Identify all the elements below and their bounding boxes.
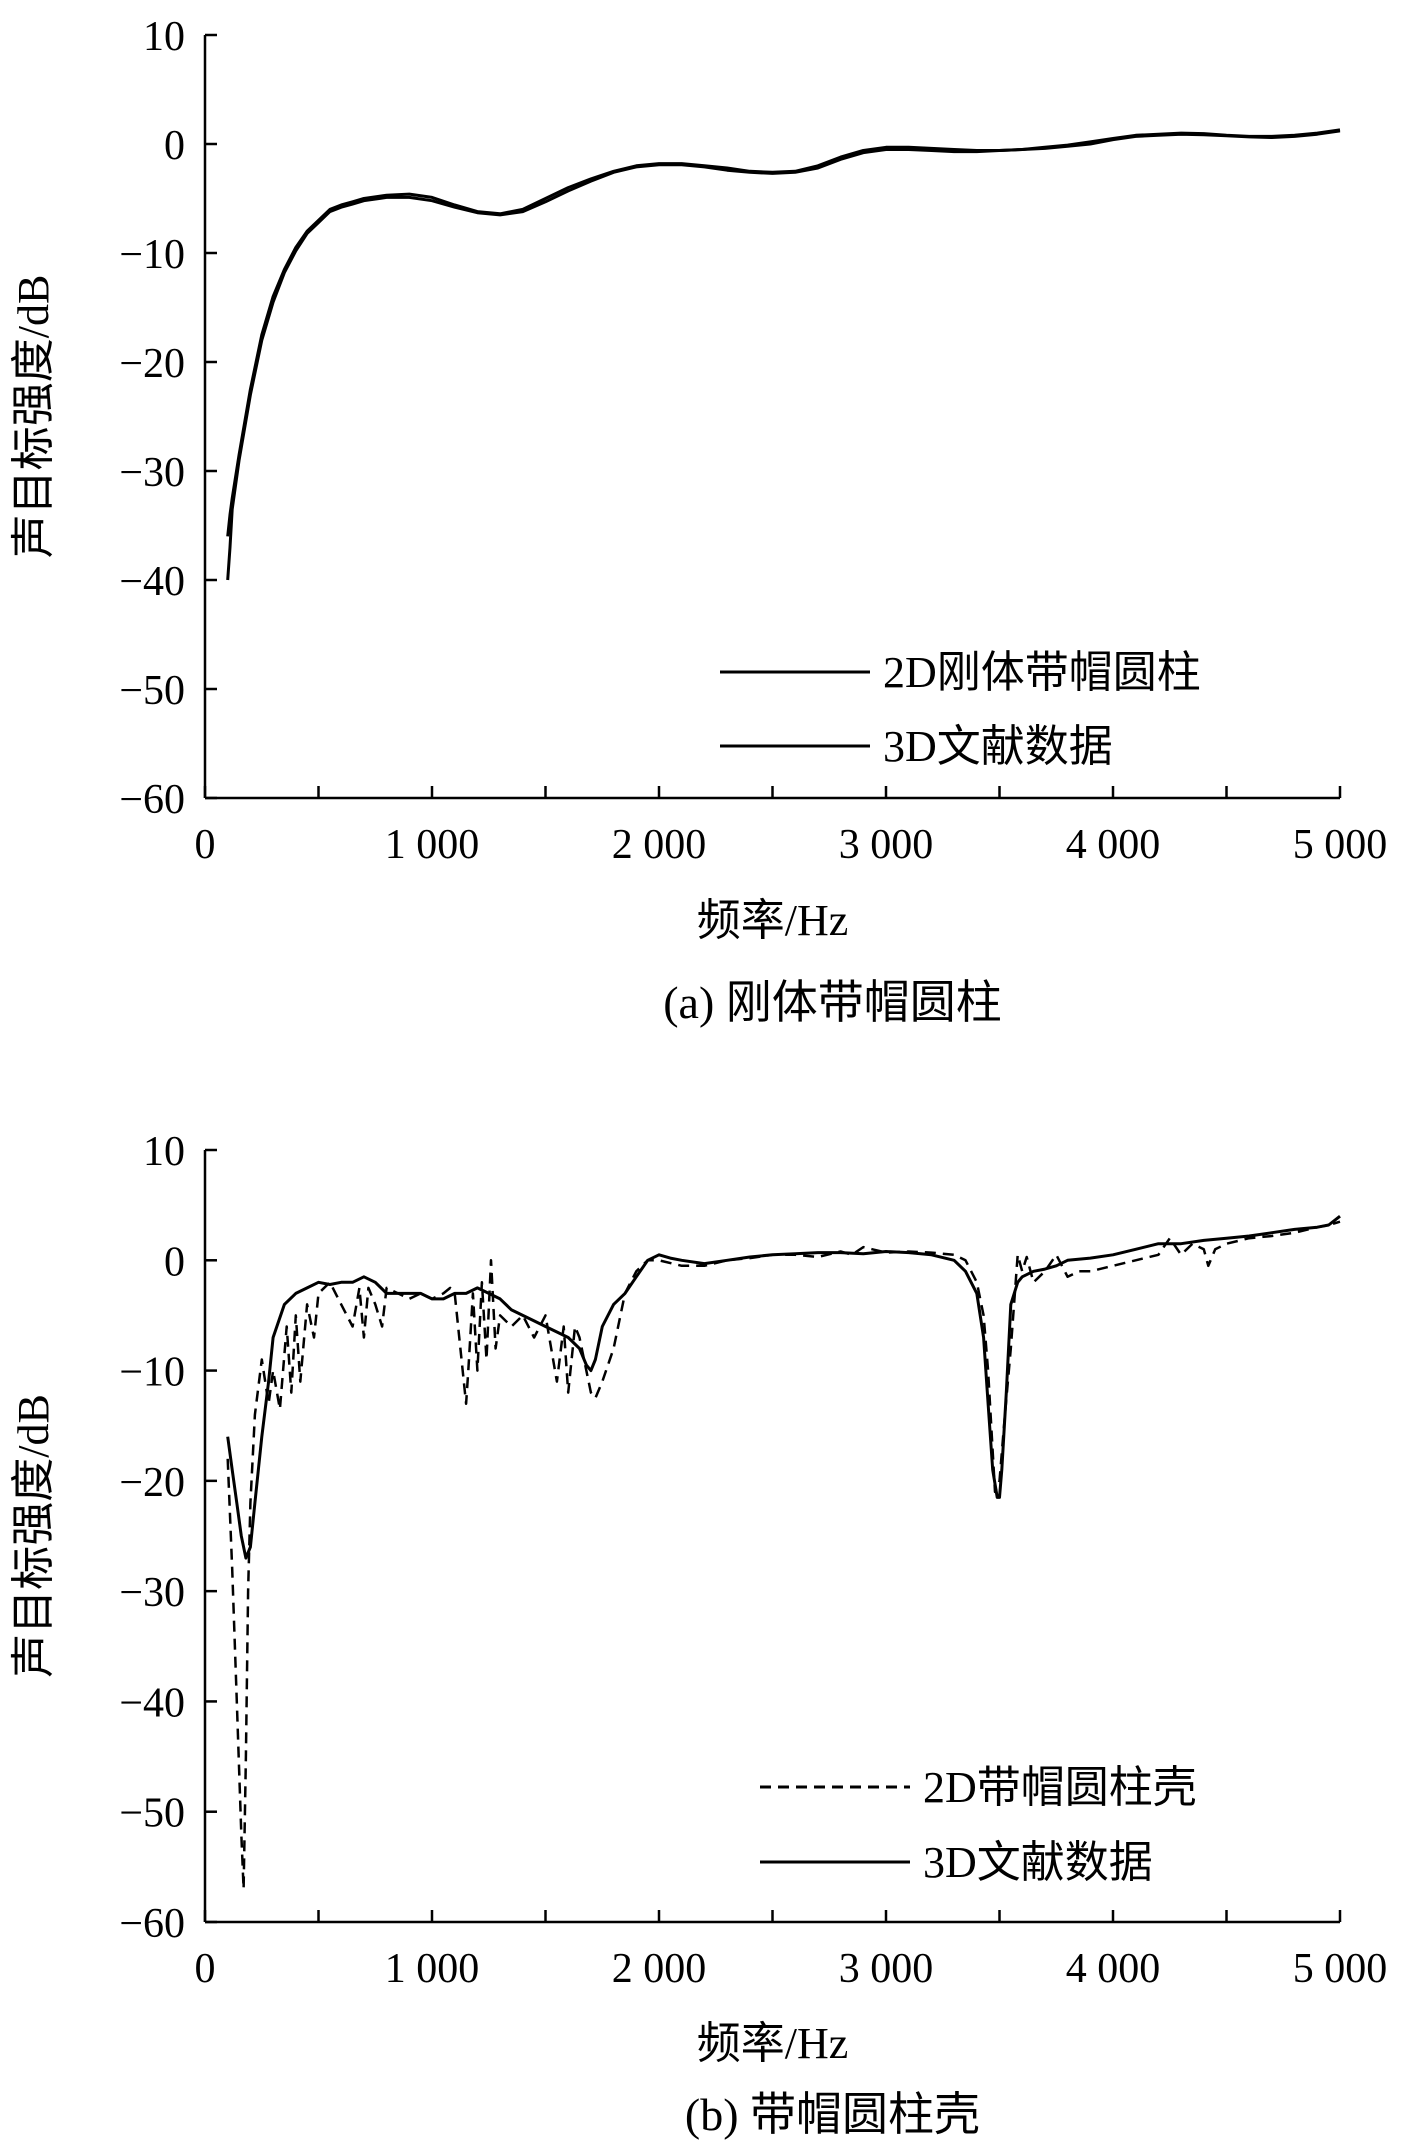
legend-label-1: 2D带帽圆柱壳 [923, 1763, 1197, 1812]
y-tick-label: −20 [119, 1460, 185, 1506]
y-tick-label: −50 [119, 1791, 185, 1837]
chart-panel-a: 100−10−20−30−40−50−600 1 000 2 000 3 000 4 0… [9, 14, 1387, 1028]
x-tick-label: 2 000 [612, 1946, 707, 1992]
series-line-1 [226, 129, 1341, 537]
y-tick-label: −40 [119, 559, 185, 605]
y-tick-label: 10 [143, 14, 185, 60]
y-tick-label: 10 [143, 1129, 185, 1175]
y-tick-label: −30 [119, 1570, 185, 1616]
y-tick-label: −10 [119, 1350, 185, 1396]
y-axis-label: 声目标强度/dB [9, 1394, 58, 1678]
x-tick-label: 5 000 [1293, 1946, 1388, 1992]
series-line-2 [226, 128, 1341, 581]
x-tick-label: 0 [195, 1946, 216, 1992]
y-tick-label: −50 [119, 668, 185, 714]
y-axis-label: 声目标强度/dB [9, 275, 58, 559]
y-tick-label: −60 [119, 1901, 185, 1947]
x-tick-label: 4 000 [1066, 1946, 1161, 1992]
y-tick-label: −60 [119, 777, 185, 823]
y-tick-label: 0 [164, 1239, 185, 1285]
x-axis-label: 频率/Hz [697, 896, 849, 945]
y-tick-label: −30 [119, 450, 185, 496]
legend-label-1: 2D刚体带帽圆柱 [883, 648, 1201, 697]
legend-label-2: 3D文献数据 [923, 1838, 1153, 1887]
x-tick-label: 0 [195, 822, 216, 868]
series-line-2 [226, 1215, 1341, 1560]
chart-panel-b: 100−10−20−30−40−50−600 1 000 2 000 3 000 4 0… [9, 1129, 1387, 2140]
x-tick-label: 3 000 [839, 822, 934, 868]
x-tick-label: 1 000 [385, 822, 480, 868]
x-tick-label: 4 000 [1066, 822, 1161, 868]
series-line-1 [226, 1220, 1341, 1891]
y-tick-label: −40 [119, 1680, 185, 1726]
chart-caption: (a) 刚体带帽圆柱 [663, 977, 1002, 1028]
y-tick-label: 0 [164, 123, 185, 169]
x-axis-label: 频率/Hz [697, 2019, 849, 2068]
legend-label-2: 3D文献数据 [883, 722, 1113, 771]
x-tick-label: 5 000 [1293, 822, 1388, 868]
chart-caption: (b) 带帽圆柱壳 [685, 2089, 980, 2140]
y-tick-label: −20 [119, 341, 185, 387]
x-tick-label: 3 000 [839, 1946, 934, 1992]
x-tick-label: 2 000 [612, 822, 707, 868]
x-tick-label: 1 000 [385, 1946, 480, 1992]
y-tick-label: −10 [119, 232, 185, 278]
